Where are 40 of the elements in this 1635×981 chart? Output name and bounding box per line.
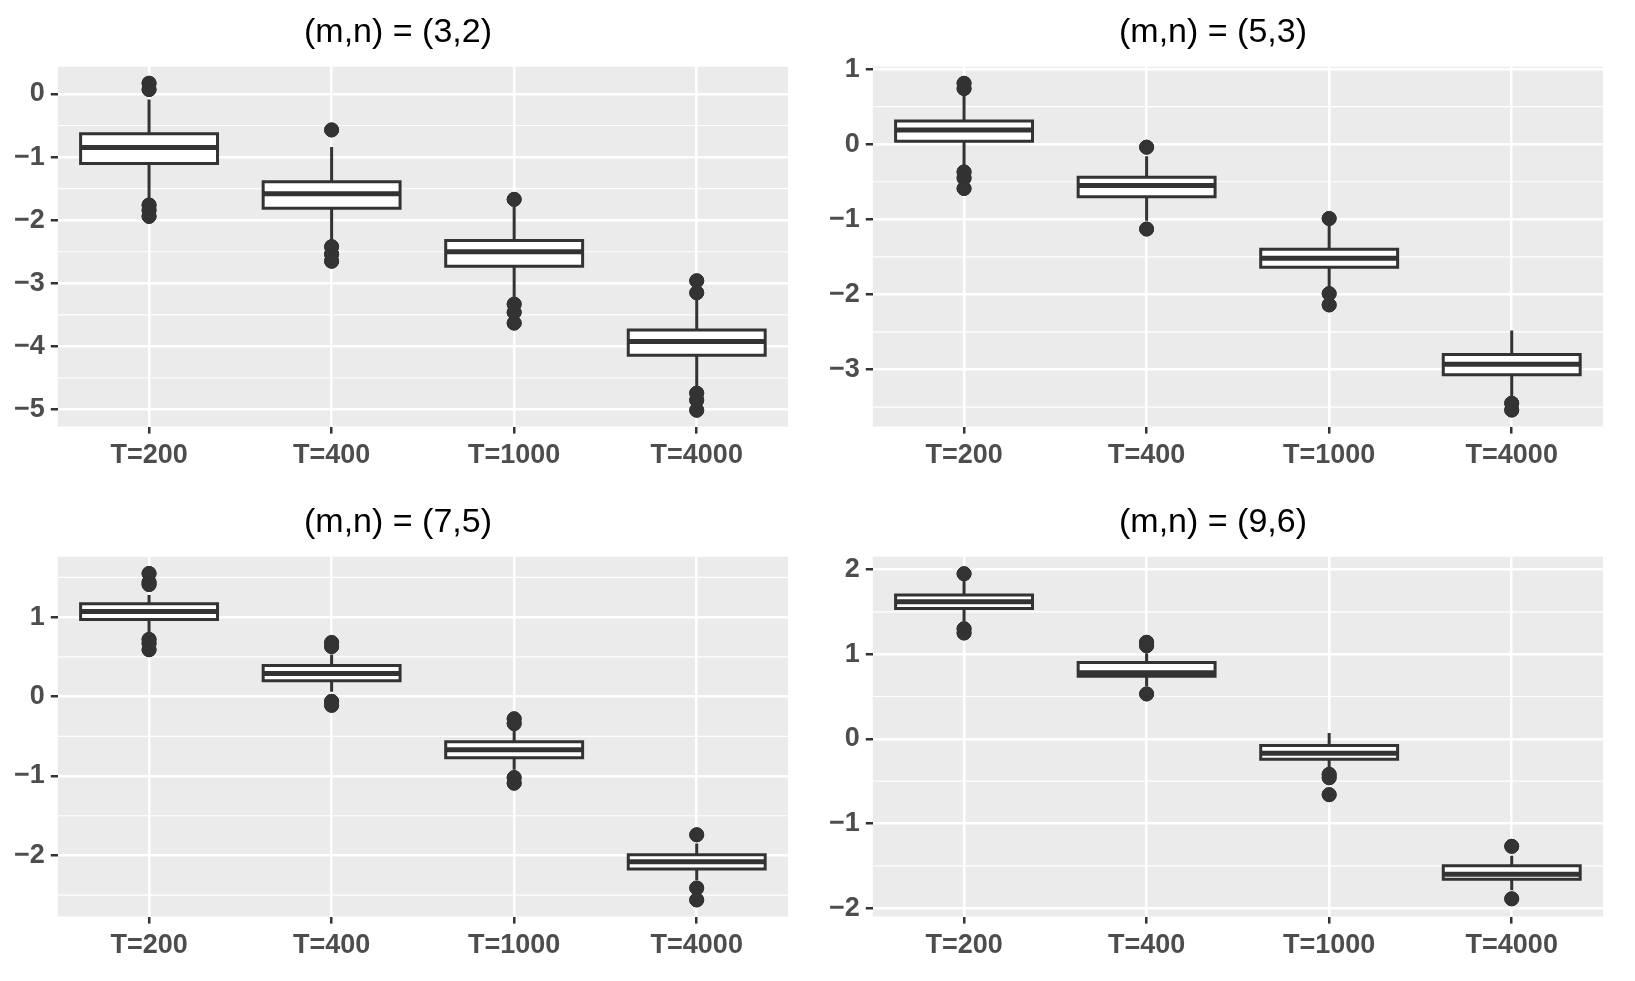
- y-tick-label: −3: [828, 352, 860, 383]
- x-tick-label: T=200: [925, 439, 1003, 470]
- chart-title: (m,n) = (5,3): [1119, 10, 1307, 49]
- x-tick-label: T=400: [1107, 439, 1186, 470]
- y-tick-label: −1: [13, 140, 45, 171]
- y-tick-label: 1: [844, 52, 860, 83]
- y-tick-label: −2: [13, 203, 45, 234]
- x-tick-label: T=4000: [650, 439, 743, 470]
- y-tick-label: −2: [828, 891, 860, 922]
- y-tick-label: −1: [13, 759, 45, 790]
- y-tick-label: 2: [844, 552, 860, 583]
- x-tick-label: T=4000: [1465, 439, 1558, 470]
- chart-title: (m,n) = (9,6): [1119, 500, 1307, 539]
- y-tick-label: 1: [844, 637, 860, 668]
- chart-title: (m,n) = (3,2): [304, 10, 492, 49]
- chart-title: (m,n) = (7,5): [304, 500, 492, 539]
- x-tick-label: T=200: [110, 439, 188, 470]
- y-tick-label: −2: [13, 838, 45, 869]
- x-tick-label: T=4000: [1465, 929, 1558, 960]
- x-tick-label: T=400: [1107, 929, 1186, 960]
- y-tick-label: −4: [13, 329, 45, 360]
- y-tick-label: −1: [828, 806, 860, 837]
- x-tick-label: T=1000: [468, 929, 561, 960]
- x-tick-label: T=1000: [468, 439, 561, 470]
- y-tick-label: −5: [13, 393, 45, 424]
- y-tick-label: −2: [828, 277, 860, 308]
- y-tick-label: 0: [29, 680, 45, 711]
- y-tick-label: −1: [828, 202, 860, 233]
- y-tick-label: 0: [29, 77, 45, 108]
- y-tick-label: 0: [844, 127, 860, 158]
- y-tick-label: 1: [29, 600, 45, 631]
- x-tick-label: T=1000: [1283, 439, 1376, 470]
- y-tick-label: −3: [13, 266, 45, 297]
- x-tick-label: T=200: [925, 929, 1003, 960]
- x-tick-label: T=400: [292, 929, 371, 960]
- x-tick-label: T=1000: [1283, 929, 1376, 960]
- x-tick-label: T=200: [110, 929, 188, 960]
- x-tick-label: T=400: [292, 439, 371, 470]
- x-tick-label: T=4000: [650, 929, 743, 960]
- y-tick-label: 0: [844, 722, 860, 753]
